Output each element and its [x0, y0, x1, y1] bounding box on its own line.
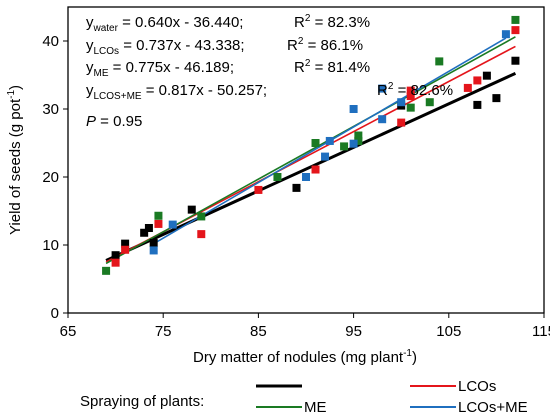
point-water: [492, 94, 501, 103]
x-tick-label: 85: [250, 323, 267, 340]
p-value: P = 0.95: [86, 113, 142, 130]
point-lcos-me: [397, 98, 406, 107]
x-tick-label: 105: [436, 323, 461, 340]
equation-me: yME = 0.775x - 46.189;: [86, 59, 234, 79]
legend-label-lcos: LCOs: [458, 378, 496, 395]
point-lcos: [463, 83, 472, 92]
point-water: [144, 224, 153, 232]
point-lcos-me: [321, 152, 330, 161]
legend-label-me: ME: [304, 399, 327, 416]
point-me: [311, 139, 320, 147]
y-axis-title: Yield of seeds (g pot-1): [6, 85, 24, 235]
plot-area-frame: [67, 6, 545, 314]
point-water: [121, 239, 130, 248]
point-lcos-me: [349, 105, 358, 113]
legend-title: Spraying of plants:: [80, 393, 204, 410]
equation-water: ywater = 0.640x - 36.440;: [86, 14, 243, 34]
y-tick-label: 10: [42, 237, 59, 254]
y-axis-ticks: 0 10 20 30 40: [42, 33, 68, 322]
legend: Spraying of plants: LCOs ME LCOs+ME: [80, 378, 528, 416]
x-axis-title: Dry matter of nodules (mg plant-1): [193, 348, 417, 366]
point-water: [111, 251, 120, 260]
data-points: [102, 15, 520, 275]
point-water: [511, 56, 520, 65]
r2-lcos-me: R2 = 82.6%: [377, 81, 453, 99]
point-lcos: [197, 230, 206, 239]
point-me: [273, 173, 282, 181]
point-me: [435, 57, 444, 66]
point-lcos-me: [149, 246, 158, 255]
legend-label-lcos-me: LCOs+ME: [458, 399, 528, 416]
fit-line-water: [105, 72, 517, 262]
y-tick-label: 0: [51, 305, 59, 322]
point-lcos: [254, 185, 263, 194]
point-lcos-me: [302, 173, 310, 181]
point-me: [354, 136, 363, 145]
point-lcos: [406, 86, 415, 95]
point-lcos: [397, 118, 406, 127]
point-me: [425, 98, 434, 107]
r2-lcos: R2 = 86.1%: [287, 36, 363, 54]
point-lcos: [154, 219, 163, 228]
point-water: [292, 183, 301, 192]
y-tick-label: 20: [42, 169, 59, 186]
point-water: [140, 228, 149, 237]
point-lcos: [473, 76, 482, 85]
y-tick-label: 40: [42, 33, 59, 50]
point-lcos: [121, 245, 130, 254]
point-me: [406, 103, 415, 112]
point-me: [154, 211, 163, 220]
point-lcos-me: [325, 136, 334, 145]
point-lcos-me: [501, 30, 510, 39]
point-lcos: [511, 26, 520, 35]
x-axis-ticks: 65 75 85 95 105 115: [60, 313, 550, 340]
x-tick-label: 95: [345, 323, 362, 340]
x-tick-label: 115: [532, 323, 550, 340]
point-lcos: [406, 92, 415, 101]
point-lcos-me: [378, 115, 387, 124]
point-me: [340, 142, 349, 151]
r2-me: R2 = 81.4%: [294, 58, 370, 76]
equation-block: ywater = 0.640x - 36.440; R2 = 82.3% yLC…: [86, 13, 453, 130]
point-me: [511, 15, 520, 24]
point-water: [482, 71, 491, 80]
point-lcos: [111, 258, 120, 267]
point-me: [102, 266, 111, 275]
point-water: [473, 100, 482, 109]
equation-lcos-me: yLCOS+ME = 0.817x - 50.257;: [86, 82, 267, 102]
point-lcos-me: [349, 139, 358, 148]
point-water: [149, 238, 158, 247]
point-lcos-me: [168, 220, 177, 229]
equation-lcos: yLCOs = 0.737x - 43.338;: [86, 37, 245, 57]
x-tick-label: 65: [60, 323, 77, 340]
point-me: [354, 131, 363, 140]
x-tick-label: 75: [155, 323, 172, 340]
point-me: [197, 212, 206, 221]
r2-water: R2 = 82.3%: [294, 13, 370, 31]
point-lcos: [311, 165, 320, 174]
point-water: [187, 205, 196, 214]
y-tick-label: 30: [42, 101, 59, 118]
point-lcos-me: [378, 84, 387, 93]
